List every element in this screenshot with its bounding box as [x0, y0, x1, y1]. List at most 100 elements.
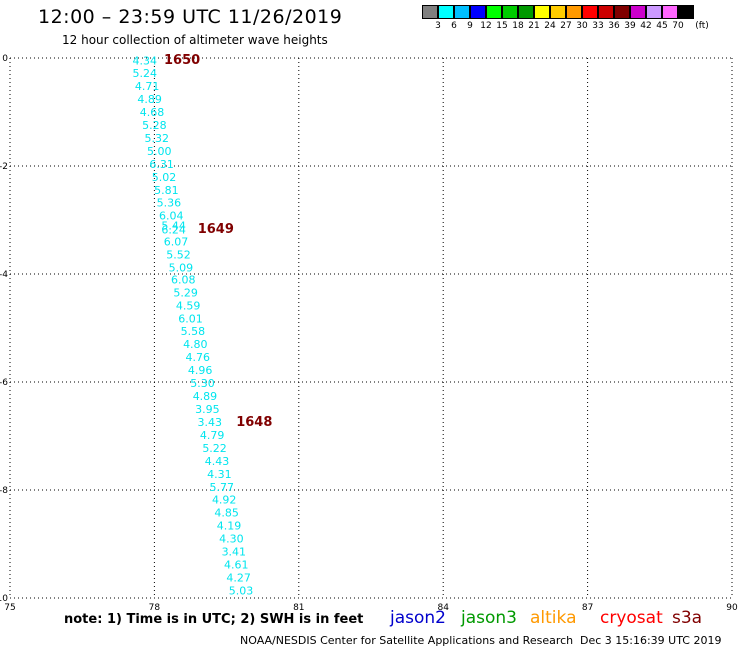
legend-label: (ft)	[695, 21, 709, 31]
satellite-label-altika: altika	[530, 608, 577, 628]
legend-label: 9	[467, 21, 473, 31]
legend-swatch	[678, 5, 694, 19]
wave-height-label: 5.44	[161, 219, 186, 232]
wave-height-label: 6.07	[164, 236, 189, 249]
legend-swatch	[550, 5, 566, 19]
wave-height-label: 4.43	[205, 455, 230, 468]
y-tick-label: -6	[0, 378, 8, 388]
legend-label: 6	[451, 21, 457, 31]
x-tick-label: 78	[149, 603, 161, 613]
wave-height-label: 6.04	[159, 210, 184, 223]
legend-swatch	[614, 5, 630, 19]
legend-label: 12	[480, 21, 492, 31]
wave-height-label: 6.24	[161, 224, 186, 237]
wave-height-label: 3.41	[222, 546, 247, 559]
footer-note: note: 1) Time is in UTC; 2) SWH is in fe…	[64, 612, 364, 627]
wave-height-label: 4.85	[214, 507, 239, 520]
wave-height-label: 5.36	[157, 197, 182, 210]
pass-time-label: 1649	[198, 222, 234, 237]
wave-height-label: 5.03	[229, 584, 254, 597]
y-tick-label: -4	[0, 270, 8, 280]
legend-swatch	[502, 5, 518, 19]
wave-height-label: 5.52	[166, 249, 191, 262]
satellite-label-cryosat: cryosat	[600, 608, 663, 628]
page-subtitle: 12 hour collection of altimeter wave hei…	[62, 33, 328, 47]
wave-height-label: 5.09	[169, 262, 194, 275]
legend-swatch	[422, 5, 438, 19]
satellite-label-s3a: s3a	[672, 608, 703, 628]
wave-height-label: 5.58	[181, 325, 206, 338]
wave-height-label: 5.28	[142, 119, 167, 132]
x-tick-label: 84	[437, 603, 449, 613]
legend-swatch	[566, 5, 582, 19]
wave-height-label: 4.92	[212, 494, 237, 507]
legend-label: 21	[528, 21, 540, 31]
legend-label: 39	[624, 21, 636, 31]
satellite-label-jason2: jason2	[390, 608, 446, 628]
credit-text: NOAA/NESDIS Center for Satellite Applica…	[240, 634, 574, 647]
wave-height-label: 5.77	[210, 481, 235, 494]
legend-label: 18	[512, 21, 524, 31]
x-tick-label: 90	[726, 603, 738, 613]
satellite-label-jason3: jason3	[461, 608, 517, 628]
wave-height-label: 4.27	[226, 571, 251, 584]
wave-height-label: 4.34	[133, 55, 158, 68]
legend-swatch	[470, 5, 486, 19]
wave-height-label: 5.30	[190, 377, 215, 390]
legend-swatch	[582, 5, 598, 19]
wave-height-label: 5.02	[152, 171, 177, 184]
wave-height-label: 5.22	[202, 442, 227, 455]
generation-timestamp: Dec 3 15:16:39 UTC 2019	[580, 634, 722, 647]
legend-label: 24	[544, 21, 556, 31]
wave-height-label: 4.30	[219, 533, 244, 546]
wave-height-label: 6.31	[149, 158, 174, 171]
wave-height-label: 3.95	[195, 403, 220, 416]
wave-height-label: 6.01	[178, 312, 203, 325]
y-tick-label: 0	[2, 54, 8, 64]
wave-height-label: 5.00	[147, 145, 172, 158]
page-title: 12:00 – 23:59 UTC 11/26/2019	[38, 6, 343, 28]
wave-height-label: 4.68	[140, 106, 165, 119]
legend-swatch	[438, 5, 454, 19]
wave-height-label: 4.76	[185, 351, 210, 364]
legend-label: 36	[608, 21, 620, 31]
y-tick-label: -2	[0, 162, 8, 172]
wave-height-label: 4.61	[224, 559, 249, 572]
legend-label: 45	[656, 21, 668, 31]
legend-swatch	[454, 5, 470, 19]
wave-height-label: 5.24	[133, 67, 158, 80]
legend-label: 15	[496, 21, 508, 31]
wave-height-label: 4.31	[207, 468, 232, 481]
legend-label: 3	[435, 21, 441, 31]
legend-swatch	[662, 5, 678, 19]
wave-height-label: 6.08	[171, 273, 196, 286]
legend-labels: 3 6 9 12 15 18 21 24 27 30 33 36 39 42 45 70 (ft)	[422, 19, 709, 31]
x-tick-label: 87	[582, 603, 593, 613]
legend-swatch	[534, 5, 550, 19]
legend-swatch	[518, 5, 534, 19]
legend-label: 70	[672, 21, 684, 31]
x-tick-label: 81	[293, 603, 304, 613]
legend-swatch	[630, 5, 646, 19]
y-tick-label: -8	[0, 486, 8, 496]
wave-height-label: 4.19	[217, 520, 242, 533]
wave-height-label: 3.43	[198, 416, 223, 429]
wave-height-label: 5.29	[173, 286, 198, 299]
x-tick-label: 75	[4, 603, 15, 613]
pass-time-label: 1648	[236, 415, 272, 430]
wave-height-label: 4.89	[137, 93, 162, 106]
legend-label: 42	[640, 21, 652, 31]
color-legend: 3 6 9 12 15 18 21 24 27 30 33 36 39 42 45 70 (ft)	[422, 5, 709, 31]
wave-height-label: 4.89	[193, 390, 218, 403]
wave-height-label: 4.79	[200, 429, 225, 442]
wave-height-label: 4.96	[188, 364, 213, 377]
pass-time-label: 1650	[164, 53, 200, 68]
y-tick-label: -10	[0, 594, 8, 604]
legend-swatches	[422, 5, 694, 19]
wave-height-label: 4.80	[183, 338, 208, 351]
wave-height-label: 5.32	[145, 132, 170, 145]
wave-height-label: 5.81	[154, 184, 179, 197]
wave-height-label: 4.71	[135, 80, 160, 93]
legend-label: 33	[592, 21, 604, 31]
